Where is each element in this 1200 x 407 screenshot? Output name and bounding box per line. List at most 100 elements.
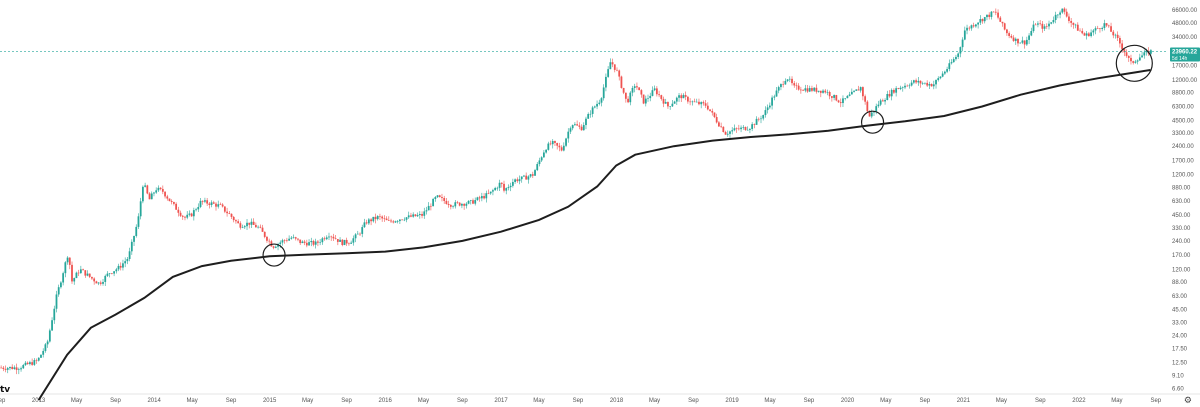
- candle-body: [1068, 16, 1070, 21]
- candle-body: [319, 242, 322, 243]
- candle-body: [208, 203, 211, 205]
- x-tick-label: May: [71, 398, 82, 404]
- candle-body: [199, 200, 202, 207]
- candle-body: [589, 113, 592, 115]
- candle-body: [1103, 23, 1106, 28]
- candle-body: [751, 124, 754, 129]
- x-tick-label: Sep: [573, 398, 584, 404]
- candle-body: [266, 236, 268, 241]
- candle-body: [709, 109, 711, 111]
- candle-body: [1090, 32, 1092, 37]
- candle-body: [110, 273, 113, 274]
- candle-body: [97, 282, 100, 284]
- candle-body: [1094, 28, 1097, 31]
- candle-body: [638, 87, 641, 91]
- candle-body: [487, 193, 490, 194]
- candle-body: [1003, 23, 1006, 30]
- candle-body: [950, 62, 953, 64]
- candle-body: [1136, 60, 1139, 62]
- candle-body: [720, 126, 723, 127]
- candle-body: [556, 142, 559, 146]
- candle-body: [804, 88, 807, 91]
- candle-body: [935, 80, 937, 85]
- candle-body: [833, 95, 836, 98]
- candle-body: [868, 111, 871, 117]
- candle-body: [576, 124, 579, 126]
- candle-body: [912, 80, 915, 83]
- candle-body: [150, 193, 153, 200]
- candle-body: [662, 98, 665, 104]
- candle-body: [159, 187, 162, 189]
- candle-body: [691, 101, 694, 103]
- candle-body: [26, 362, 29, 365]
- x-tick-label: 2016: [378, 398, 392, 404]
- candle-body: [416, 215, 419, 217]
- candle-body: [1063, 8, 1066, 12]
- candle-body: [285, 240, 288, 241]
- candle-body: [986, 14, 988, 18]
- x-tick-label: May: [996, 398, 1007, 404]
- candle-body: [33, 360, 36, 365]
- candle-body: [297, 238, 299, 240]
- x-tick-label: May: [1111, 398, 1122, 404]
- candle-body: [317, 241, 319, 243]
- candle-body: [241, 227, 244, 228]
- candle-body: [257, 226, 259, 228]
- candle-body: [598, 102, 601, 104]
- candle-body: [901, 87, 904, 88]
- candle-body: [443, 197, 446, 201]
- candle-body: [449, 204, 452, 207]
- candle-body: [1087, 33, 1090, 37]
- candle-body: [141, 186, 144, 202]
- candle-body: [893, 89, 895, 93]
- annotation-circle: [1115, 44, 1153, 82]
- candle-body: [731, 130, 734, 132]
- candle-body: [294, 237, 297, 239]
- x-tick-label: 2021: [957, 398, 971, 404]
- candle-body: [102, 281, 104, 284]
- candle-body: [877, 104, 880, 107]
- candle-body: [1072, 22, 1075, 25]
- candle-body: [943, 71, 946, 74]
- candle-body: [784, 80, 787, 85]
- candle-body: [401, 219, 404, 221]
- x-tick-label: Sep: [688, 398, 699, 404]
- candle-body: [890, 89, 893, 97]
- y-tick-label: 1200.00: [1172, 173, 1194, 179]
- y-tick-label: 24.00: [1172, 334, 1188, 340]
- gear-icon[interactable]: ⚙: [1183, 396, 1192, 406]
- candle-body: [2, 367, 5, 369]
- candle-body: [605, 76, 607, 88]
- candle-body: [122, 263, 124, 268]
- candle-body: [15, 367, 18, 370]
- candle-body: [813, 87, 816, 91]
- candle-body: [992, 11, 995, 13]
- candle-body: [600, 98, 603, 103]
- candle-body: [144, 185, 147, 187]
- candle-body: [1130, 57, 1132, 62]
- candle-body: [1079, 30, 1081, 32]
- candle-body: [432, 198, 435, 207]
- candle-body: [1105, 23, 1108, 26]
- candle-body: [932, 84, 935, 87]
- candle-body: [888, 94, 891, 97]
- x-tick-label: Sep: [804, 398, 815, 404]
- candle-body: [328, 236, 330, 238]
- candle-body: [410, 215, 412, 217]
- candle-body: [1134, 61, 1137, 63]
- candle-body: [669, 106, 672, 107]
- candle-body: [467, 200, 470, 204]
- candle-body: [483, 196, 485, 199]
- candle-body: [724, 132, 727, 135]
- candle-body: [897, 88, 900, 90]
- candle-body: [438, 195, 441, 198]
- candle-body: [268, 240, 271, 242]
- candle-body: [221, 204, 224, 207]
- candle-body: [232, 216, 235, 221]
- candle-body: [372, 216, 375, 222]
- candle-body: [1056, 14, 1059, 16]
- annotation-circle: [860, 110, 885, 134]
- candle-body: [79, 269, 82, 274]
- candle-body: [565, 138, 567, 146]
